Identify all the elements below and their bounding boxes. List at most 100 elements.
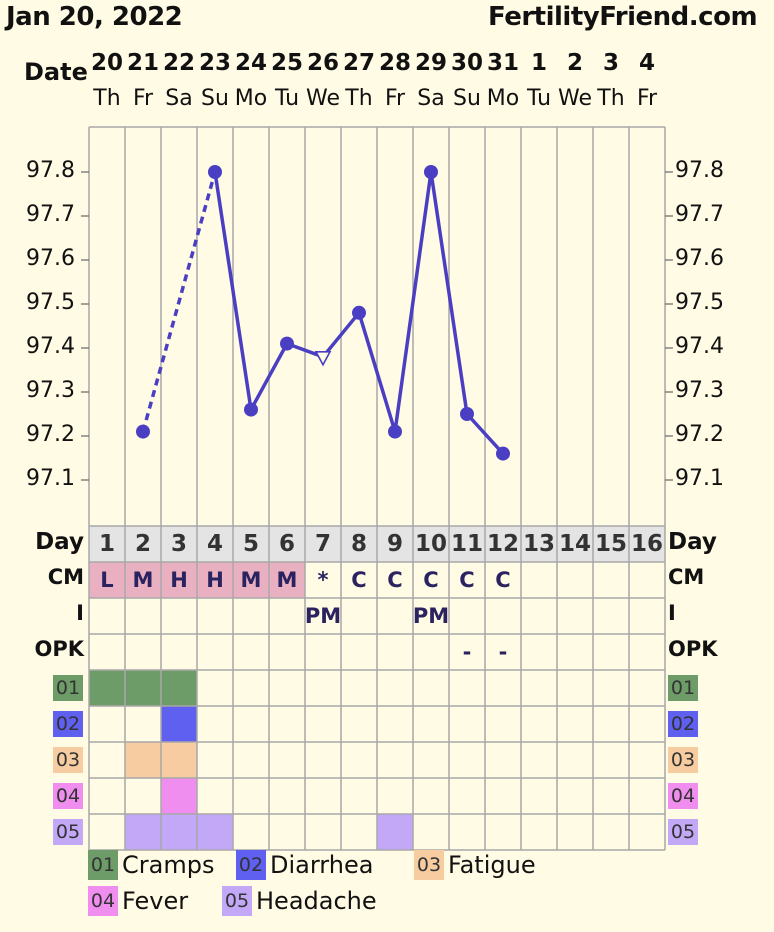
legend-item: 02 Diarrhea	[236, 850, 373, 880]
row-cell-fill	[377, 814, 413, 850]
cm-cell: C	[387, 568, 403, 592]
date-number: 26	[306, 50, 339, 76]
temp-point	[208, 165, 222, 179]
row-label-right-i: I	[668, 601, 676, 625]
cm-cell: C	[351, 568, 367, 592]
legend-item: 01 Cramps	[88, 850, 214, 880]
y-tick-label-left: 97.3	[26, 378, 75, 403]
cm-cell: *	[317, 568, 329, 592]
symptom-code-right: 03	[668, 747, 698, 773]
date-number: 29	[414, 50, 447, 76]
i-cell: PM	[304, 604, 342, 628]
row-label-i: I	[76, 601, 84, 625]
cm-cell: M	[276, 568, 298, 592]
day-cell: 5	[242, 531, 259, 557]
temp-point	[280, 336, 294, 351]
weekday: We	[306, 86, 340, 111]
day-cell: 3	[170, 531, 187, 557]
cm-cell: H	[170, 568, 188, 592]
weekday: Th	[597, 86, 625, 111]
row-cell-fill	[125, 742, 161, 778]
symptom-code-left: 01	[53, 675, 83, 701]
row-cell-fill	[521, 526, 557, 562]
y-tick-label-left: 97.2	[26, 422, 75, 447]
chart-date: Jan 20, 2022	[6, 2, 183, 32]
cm-cell: C	[423, 568, 439, 592]
date-number: 21	[126, 50, 159, 76]
opk-cell: -	[498, 640, 508, 664]
temp-point	[136, 424, 150, 439]
row-cell-fill	[161, 706, 197, 742]
row-cell-fill	[89, 670, 125, 706]
day-cell: 4	[206, 531, 223, 557]
cm-cell: C	[495, 568, 511, 592]
temp-point	[244, 402, 258, 417]
date-number: 2	[566, 50, 583, 76]
weekday: Sa	[165, 86, 193, 111]
y-tick-label-left: 97.8	[26, 158, 75, 183]
weekday: Tu	[274, 86, 300, 111]
cm-cell: L	[100, 568, 114, 592]
legend-name: Fatigue	[448, 851, 536, 879]
y-tick-label-right: 97.5	[675, 290, 724, 315]
row-cell-fill	[341, 526, 377, 562]
date-number: 28	[378, 50, 411, 76]
row-cell-fill	[161, 562, 197, 598]
row-cell-fill	[161, 814, 197, 850]
symptom-code-right: 05	[668, 819, 698, 845]
row-cell-fill	[377, 526, 413, 562]
day-cell: 6	[278, 531, 295, 557]
y-tick-label-left: 97.4	[26, 334, 75, 359]
temp-point-discarded	[314, 350, 332, 367]
row-label-right-day: Day	[668, 529, 717, 555]
day-cell: 8	[350, 531, 367, 557]
y-tick-label-right: 97.4	[675, 334, 724, 359]
row-cell-fill	[89, 562, 125, 598]
row-cell-fill	[161, 742, 197, 778]
day-cell: 1	[98, 531, 115, 557]
cm-cell: C	[459, 568, 475, 592]
row-cell-fill	[197, 562, 233, 598]
day-cell: 13	[522, 531, 555, 557]
site-name[interactable]: FertilityFriend.com	[488, 2, 758, 32]
legend-code: 02	[236, 850, 266, 880]
y-tick-label-right: 97.2	[675, 422, 724, 447]
row-cell-fill	[593, 526, 629, 562]
weekday: Th	[345, 86, 373, 111]
row-cell-fill	[125, 814, 161, 850]
symptom-code-left: 04	[53, 783, 83, 809]
day-cell: 11	[450, 531, 483, 557]
temp-line-dashed	[141, 171, 217, 433]
weekday: Su	[453, 86, 481, 111]
legend-name: Fever	[122, 887, 189, 915]
row-label-day: Day	[35, 529, 84, 555]
row-label-cm: CM	[47, 565, 84, 589]
day-cell: 7	[314, 531, 331, 557]
row-cell-fill	[125, 670, 161, 706]
temp-point	[424, 165, 438, 179]
weekday: Tu	[526, 86, 552, 111]
date-number: 30	[450, 50, 483, 76]
y-tick-label-left: 97.5	[26, 290, 75, 315]
weekday: Fr	[132, 86, 154, 111]
date-number: 25	[270, 50, 303, 76]
symptom-code-left: 02	[53, 711, 83, 737]
cm-cell: H	[206, 568, 224, 592]
row-cell-fill	[269, 526, 305, 562]
row-cell-fill	[629, 526, 665, 562]
y-tick-label-right: 97.7	[675, 202, 724, 227]
legend-code: 05	[222, 886, 252, 916]
legend-code: 04	[88, 886, 118, 916]
symptom-code-right: 02	[668, 711, 698, 737]
symptom-code-left: 03	[53, 747, 83, 773]
symptom-code-right: 04	[668, 783, 698, 809]
legend-code: 01	[88, 850, 118, 880]
date-number: 3	[602, 50, 619, 76]
y-tick-label-right: 97.6	[675, 246, 724, 271]
legend-item: 04 Fever	[88, 886, 188, 916]
row-cell-fill	[485, 526, 521, 562]
weekday: Mo	[486, 86, 520, 111]
row-cell-fill	[161, 670, 197, 706]
date-number: 22	[162, 50, 195, 76]
weekday: Sa	[417, 86, 445, 111]
